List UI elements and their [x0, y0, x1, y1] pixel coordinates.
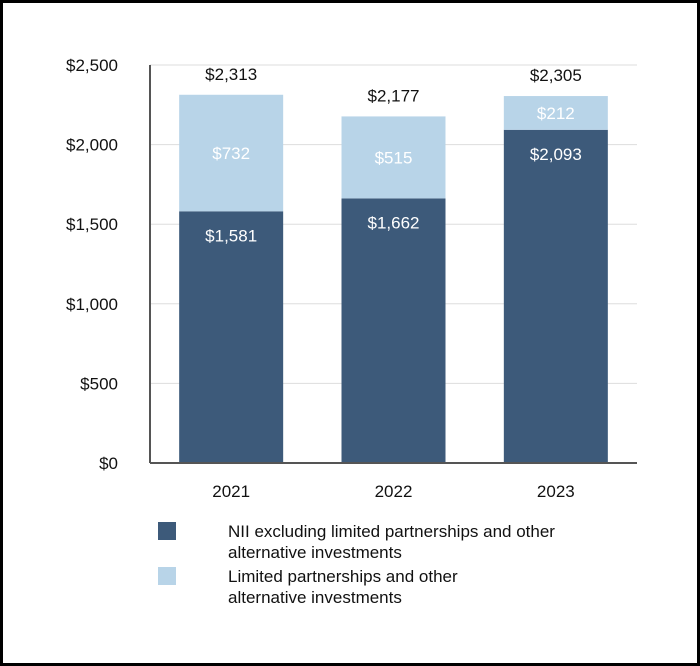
y-tick-label: $2,500: [66, 56, 118, 75]
bars: $1,581 $732 $2,313 $1,662 $515 $2,177 $2,093 $2…: [179, 65, 608, 463]
legend-label-lp-line2: alternative investments: [228, 588, 402, 607]
bar-segment-limited-partnerships: [503, 96, 608, 130]
legend-label-nii-line2: alternative investments: [228, 543, 402, 562]
bar-segment-limited-partnerships: [179, 94, 284, 212]
legend-label-limited-partnerships: Limited partnerships and other alternati…: [228, 566, 628, 608]
data-label: $212: [537, 104, 575, 123]
legend-swatch-limited-partnerships: [158, 567, 176, 585]
legend-label-nii: NII excluding limited partnerships and o…: [228, 521, 628, 563]
legend-label-lp-line1: Limited partnerships and other: [228, 567, 458, 586]
total-label: $2,313: [205, 65, 257, 84]
y-axis-ticks: $0 $500 $1,000 $1,500 $2,000 $2,500: [66, 56, 118, 473]
total-label: $2,177: [368, 86, 420, 105]
bar-segment-nii: [341, 198, 446, 463]
legend-swatch-nii: [158, 522, 176, 540]
y-tick-label: $0: [99, 454, 118, 473]
data-label: $732: [212, 144, 250, 163]
x-tick-label: 2023: [537, 482, 575, 501]
data-label: $2,093: [530, 145, 582, 164]
data-label: $1,581: [205, 226, 257, 245]
bar-segment-nii: [503, 129, 608, 463]
y-tick-label: $1,000: [66, 295, 118, 314]
y-tick-label: $1,500: [66, 215, 118, 234]
total-label: $2,305: [530, 66, 582, 85]
x-tick-label: 2022: [375, 482, 413, 501]
y-tick-label: $2,000: [66, 136, 118, 155]
x-tick-label: 2021: [212, 482, 250, 501]
x-axis-ticks: 2021 2022 2023: [212, 482, 574, 501]
legend-label-nii-line1: NII excluding limited partnerships and o…: [228, 522, 555, 541]
y-tick-label: $500: [80, 374, 118, 393]
bar-segment-limited-partnerships: [341, 116, 446, 199]
bar-segment-nii: [179, 211, 284, 463]
data-label: $1,662: [368, 213, 420, 232]
data-label: $515: [375, 148, 413, 167]
